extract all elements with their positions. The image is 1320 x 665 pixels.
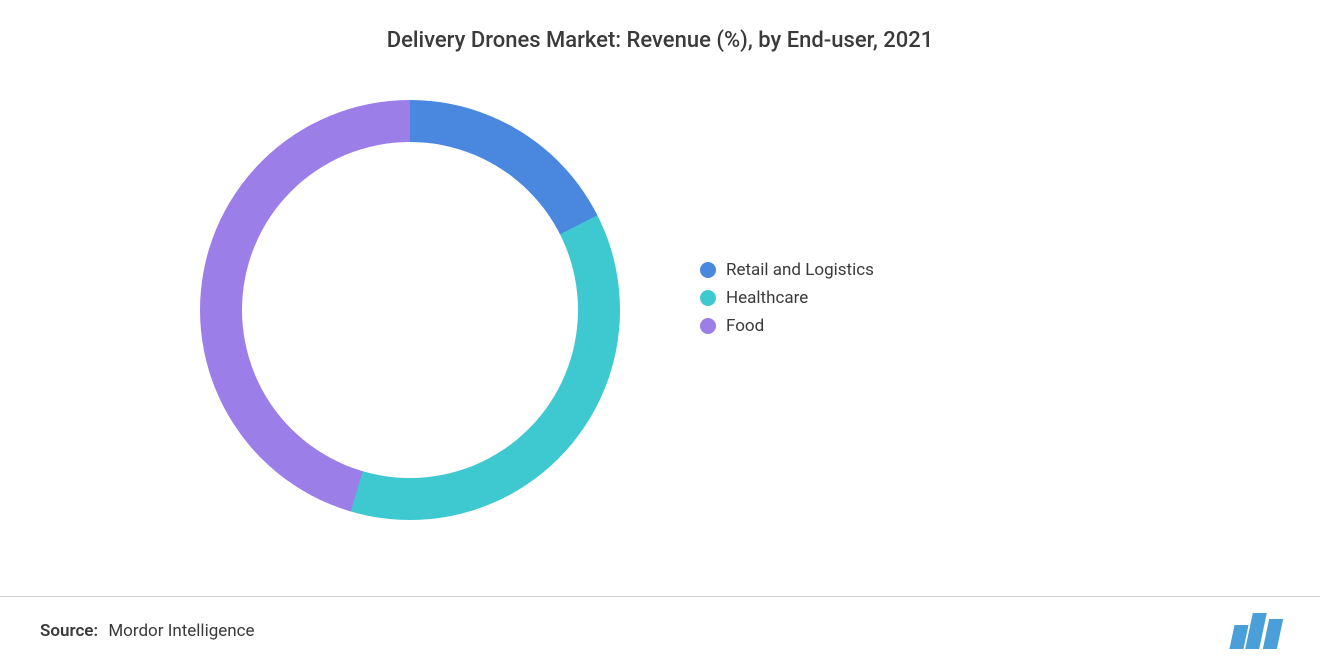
legend-item: Healthcare [700,288,874,308]
brand-logo-icon [1232,613,1280,649]
legend-label: Food [726,316,764,336]
legend-swatch-icon [700,318,716,334]
legend-item: Food [700,316,874,336]
legend-label: Retail and Logistics [726,260,874,280]
source-value: Mordor Intelligence [108,621,254,641]
legend-swatch-icon [700,262,716,278]
legend-item: Retail and Logistics [700,260,874,280]
source-label: Source: [40,621,98,641]
legend-label: Healthcare [726,288,808,308]
source-attribution: Source: Mordor Intelligence [40,621,255,641]
legend: Retail and Logistics Healthcare Food [700,260,874,344]
legend-swatch-icon [700,290,716,306]
chart-title: Delivery Drones Market: Revenue (%), by … [0,0,1320,53]
donut-chart [200,100,620,520]
footer: Source: Mordor Intelligence [0,596,1320,665]
